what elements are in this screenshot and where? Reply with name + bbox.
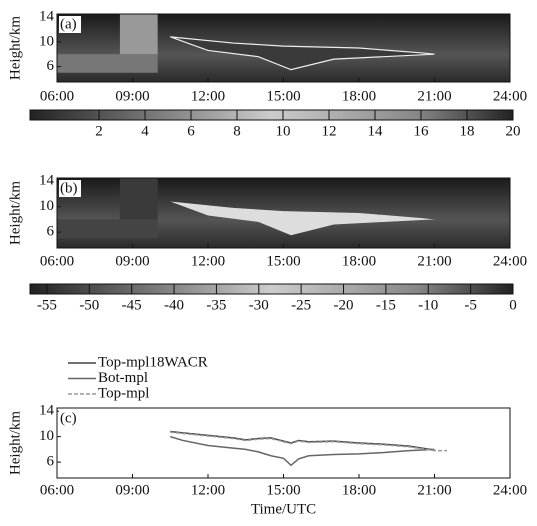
y-tick-label: 6 (47, 58, 55, 74)
colorbar-tick-label: -30 (249, 297, 269, 313)
panel-label: (a) (60, 16, 77, 32)
colorbar-tick-label: 8 (233, 123, 241, 139)
heatmap-region (57, 219, 158, 239)
x-tick-label: 12:00 (191, 253, 225, 269)
x-tick-label: 06:00 (40, 88, 74, 104)
x-tick-label: 21:00 (417, 88, 451, 104)
y-tick-label: 10 (39, 198, 54, 214)
colorbar-tick-label: 10 (276, 123, 291, 139)
heatmap-region (119, 178, 158, 220)
legend-label: Bot-mpl (98, 370, 148, 386)
colorbar-tick-label: 2 (95, 123, 103, 139)
x-tick-label: 21:00 (417, 482, 451, 498)
series-line (170, 431, 448, 452)
x-tick-label: 21:00 (417, 253, 451, 269)
cloud-region (170, 201, 435, 236)
panel-label: (b) (60, 180, 78, 196)
x-tick-label: 18:00 (342, 482, 376, 498)
colorbar-tick-label: -15 (376, 297, 396, 313)
x-tick-label: 24:00 (493, 253, 527, 269)
x-tick-label: 18:00 (342, 253, 376, 269)
legend-label: Top-mpl18WACR (98, 354, 208, 370)
y-tick-label: 10 (39, 428, 54, 444)
legend-label: Top-mpl (98, 385, 149, 401)
x-tick-label: 18:00 (342, 88, 376, 104)
y-axis-label: Height/km (7, 181, 23, 245)
y-tick-label: 14 (39, 403, 55, 419)
x-tick-label: 15:00 (266, 88, 300, 104)
panel-label-box (59, 180, 81, 197)
colorbar-tick-label: 20 (506, 123, 521, 139)
x-tick-label: 24:00 (493, 482, 527, 498)
x-tick-label: 06:00 (40, 253, 74, 269)
plot-area (57, 408, 510, 478)
colorbar-tick-label: -45 (122, 297, 142, 313)
panel-label-box (59, 16, 81, 33)
cloud-region (170, 36, 435, 71)
heatmap-region (57, 54, 158, 73)
colorbar-tick-label: 16 (414, 123, 430, 139)
colorbar (29, 109, 514, 121)
colorbar-tick-label: 18 (460, 123, 475, 139)
x-tick-label: 12:00 (191, 482, 225, 498)
panel-label: (c) (60, 410, 77, 426)
x-tick-label: 09:00 (115, 253, 149, 269)
colorbar (29, 283, 514, 295)
colorbar-tick-label: -25 (291, 297, 311, 313)
colorbar-tick-label: -50 (79, 297, 99, 313)
heatmap-region (119, 14, 158, 55)
y-tick-label: 14 (39, 9, 55, 25)
y-tick-label: 6 (47, 224, 55, 240)
colorbar-tick-label: -55 (37, 297, 57, 313)
colorbar-tick-label: -40 (164, 297, 184, 313)
panel-label-box (59, 410, 81, 427)
x-tick-label: 09:00 (115, 482, 149, 498)
x-tick-label: 09:00 (115, 88, 149, 104)
x-tick-label: 15:00 (266, 482, 300, 498)
x-axis-label: Time/UTC (251, 501, 316, 517)
colorbar-tick-label: 12 (322, 123, 337, 139)
y-axis-label: Height/km (7, 16, 23, 80)
colorbar-tick-label: -20 (334, 297, 354, 313)
colorbar-tick-label: 4 (141, 123, 149, 139)
colorbar-tick-label: -10 (418, 297, 438, 313)
colorbar-tick-label: -35 (206, 297, 226, 313)
y-tick-label: 14 (39, 173, 55, 189)
y-tick-label: 10 (39, 33, 54, 49)
series-line (170, 435, 435, 467)
y-axis-label: Height/km (7, 411, 23, 475)
x-tick-label: 12:00 (191, 88, 225, 104)
colorbar-tick-label: 6 (187, 123, 195, 139)
colorbar-tick-label: -5 (464, 297, 477, 313)
x-tick-label: 15:00 (266, 253, 300, 269)
colorbar-tick-label: 0 (509, 297, 517, 313)
x-tick-label: 24:00 (493, 88, 527, 104)
y-tick-label: 6 (47, 454, 55, 470)
x-tick-label: 06:00 (40, 482, 74, 498)
colorbar-tick-label: 14 (368, 123, 384, 139)
